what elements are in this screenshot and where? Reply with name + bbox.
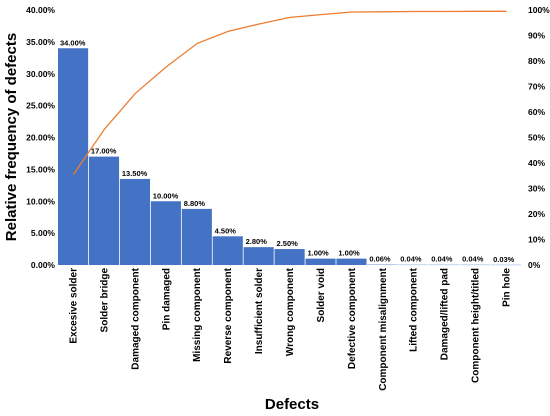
- category-label: Wrong component: [285, 267, 296, 356]
- bar: [88, 156, 120, 265]
- bar-data-label: 0.04%: [431, 255, 453, 264]
- category-label: Component misalignment: [378, 267, 389, 390]
- category-label: Reverse component: [223, 267, 234, 363]
- right-axis-ticks: 0% 10% 20% 30% 40% 50% 60% 70% 80% 90% 100%: [528, 5, 550, 270]
- right-tick-label: 10%: [528, 235, 545, 245]
- cumulative-line: [72, 10, 507, 175]
- bar: [150, 201, 181, 265]
- left-tick-label: 10.00%: [26, 196, 55, 206]
- bar-data-label: 10.00%: [153, 191, 179, 200]
- right-tick-label: 80%: [528, 56, 545, 66]
- bar-data-label: 34.00%: [60, 38, 86, 47]
- bar-data-label: 2.80%: [246, 237, 268, 246]
- right-tick-label: 100%: [528, 5, 550, 15]
- category-labels: Excesive solder Solder bridge Damaged comp…: [69, 267, 513, 390]
- bar-data-label: 17.00%: [91, 147, 117, 156]
- bar: [212, 236, 243, 265]
- category-label: Lifted component: [409, 267, 420, 352]
- bar-data-label: 4.50%: [215, 226, 237, 235]
- right-tick-label: 90%: [528, 31, 545, 41]
- bar: [58, 48, 89, 265]
- bar-data-label: 1.00%: [338, 249, 360, 258]
- category-label: Missing component: [192, 267, 203, 362]
- bar-data-label: 0.04%: [462, 255, 484, 264]
- category-label: Solder bridge: [99, 268, 110, 333]
- left-tick-label: 5.00%: [31, 228, 56, 238]
- bar: [305, 258, 336, 265]
- bar-data-label: 2.50%: [277, 239, 299, 248]
- category-label: Pin hole: [502, 268, 513, 307]
- bar: [243, 247, 274, 265]
- right-tick-label: 60%: [528, 107, 545, 117]
- category-label: Damaged component: [130, 267, 141, 369]
- bar-data-label: 1.00%: [307, 249, 329, 258]
- category-label: Insufficient solder: [254, 268, 265, 354]
- category-label: Defective component: [347, 267, 358, 369]
- category-label: Pin damaged: [161, 268, 172, 330]
- left-tick-label: 25.00%: [26, 101, 55, 111]
- bars: [58, 48, 522, 266]
- right-tick-label: 0%: [528, 260, 541, 270]
- right-tick-label: 50%: [528, 133, 545, 143]
- bar-data-label: 0.06%: [369, 255, 391, 264]
- bar: [274, 249, 305, 265]
- bar: [181, 208, 212, 265]
- right-tick-label: 40%: [528, 158, 545, 168]
- category-label: Damaged/lifted pad: [440, 268, 451, 360]
- right-tick-label: 70%: [528, 82, 545, 92]
- bar: [336, 258, 367, 265]
- left-tick-label: 20.00%: [26, 133, 55, 143]
- left-tick-label: 15.00%: [26, 164, 55, 174]
- left-tick-label: 35.00%: [26, 37, 55, 47]
- left-axis-ticks: 0.00% 5.00% 10.00% 15.00% 20.00% 25.00% 30.00%…: [26, 5, 55, 270]
- right-tick-label: 30%: [528, 184, 545, 194]
- bar-data-label: 0.04%: [400, 255, 422, 264]
- left-tick-label: 0.00%: [31, 260, 56, 270]
- bar-data-label: 0.03%: [493, 255, 515, 264]
- y-axis-title: Relative frequency of defects: [3, 33, 20, 241]
- bar: [119, 178, 150, 265]
- category-label: Excesive solder: [69, 268, 80, 344]
- category-label: Component height/titled: [471, 268, 482, 383]
- right-tick-label: 20%: [528, 209, 545, 219]
- x-axis-title: Defects: [265, 396, 319, 413]
- bar-data-label: 13.50%: [122, 169, 148, 178]
- left-tick-label: 40.00%: [26, 5, 55, 15]
- left-tick-label: 30.00%: [26, 69, 55, 79]
- category-label: Solder void: [316, 268, 327, 322]
- bar-data-labels: 34.00% 17.00% 13.50% 10.00% 8.80% 4.50% 2.80% 2…: [60, 38, 515, 264]
- bar-data-label: 8.80%: [184, 199, 206, 208]
